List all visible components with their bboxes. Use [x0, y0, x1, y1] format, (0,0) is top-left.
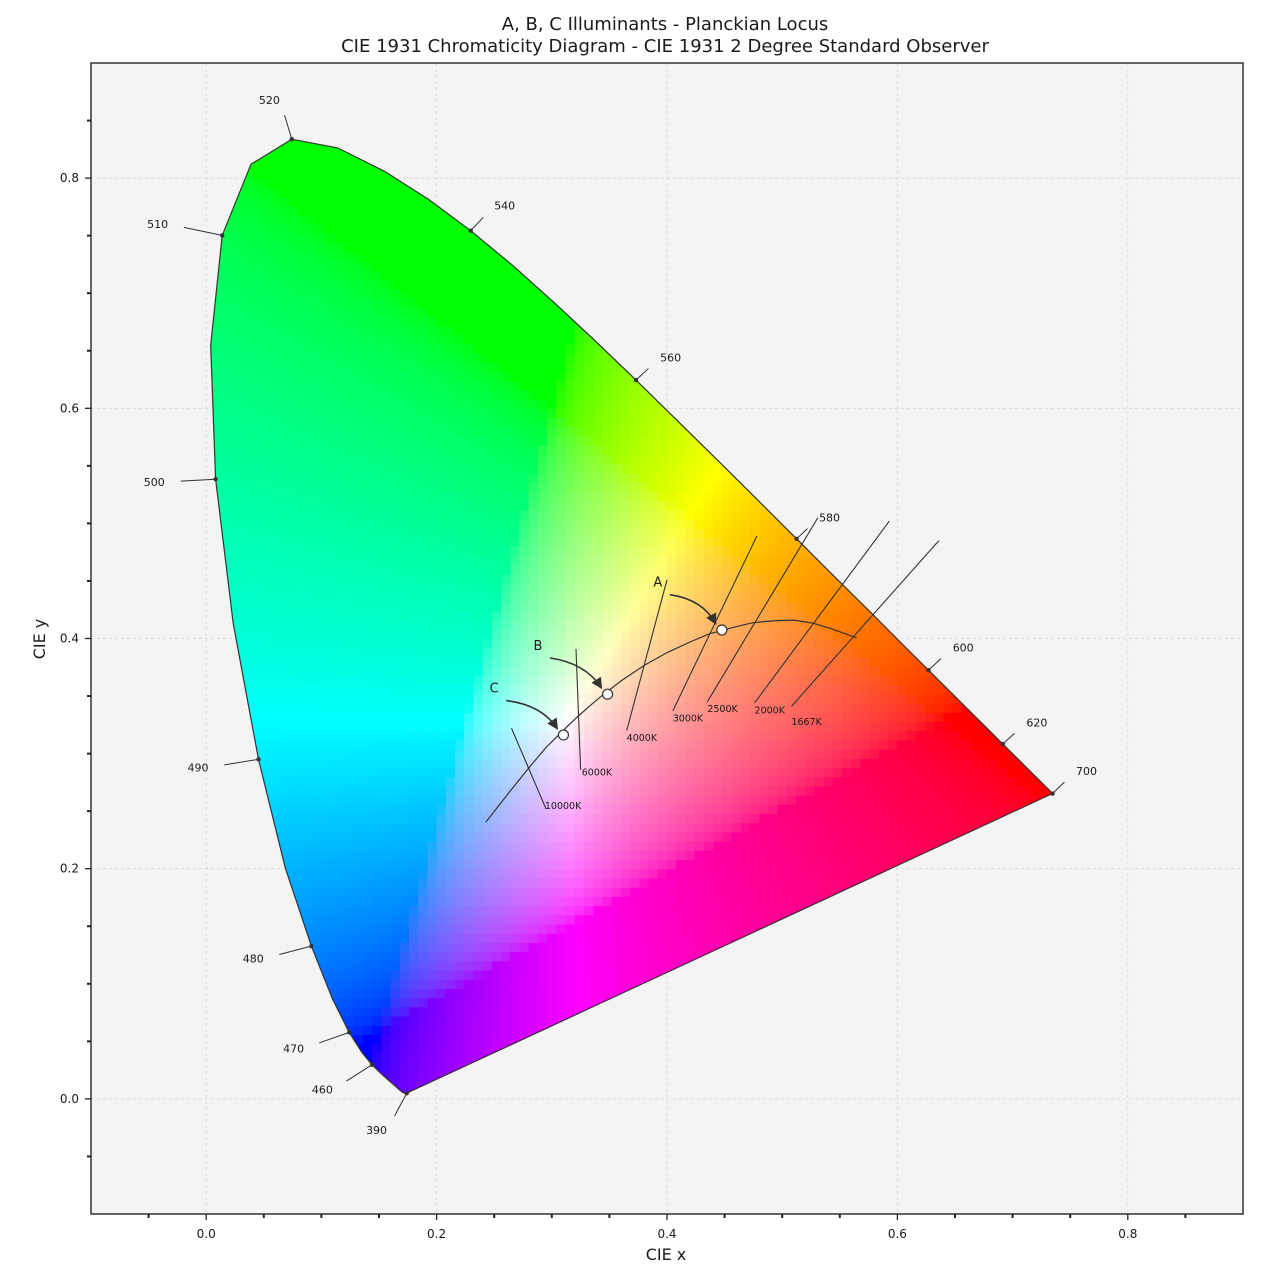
- wavelength-leader: [470, 217, 484, 232]
- wavelength-label: 460: [312, 1084, 333, 1097]
- y-tick-label: 0.2: [60, 862, 79, 876]
- wavelength-label: 560: [660, 352, 681, 365]
- wavelength-leader: [346, 1064, 373, 1082]
- illuminant-label: C: [490, 682, 499, 697]
- chart-subtitle: CIE 1931 Chromaticity Diagram - CIE 1931…: [341, 36, 989, 57]
- wavelength-point: [213, 477, 218, 482]
- iso-temperature-label: 2000K: [755, 705, 786, 716]
- x-tick-label: 0.0: [197, 1227, 216, 1241]
- iso-temperature-label: 6000K: [582, 767, 613, 778]
- wavelength-leader: [319, 1031, 350, 1044]
- chart-title: A, B, C Illuminants - Planckian Locus: [502, 14, 829, 35]
- y-tick-label: 0.4: [60, 632, 79, 646]
- wavelength-leader: [224, 758, 259, 766]
- wavelength-point: [1050, 791, 1055, 796]
- wavelength-label: 580: [819, 512, 840, 525]
- wavelength-point: [404, 1090, 409, 1096]
- wavelength-leader: [1052, 781, 1065, 794]
- wavelength-label: 470: [283, 1042, 304, 1055]
- wavelength-label: 620: [1026, 717, 1047, 730]
- illuminant-markers: A B C: [490, 576, 728, 741]
- wavelength-leader: [183, 226, 223, 236]
- wavelength-label: 600: [953, 642, 974, 655]
- planckian-locus: [485, 619, 857, 823]
- iso-temperature-line: [754, 520, 890, 704]
- x-tick-label: 0.2: [427, 1227, 446, 1241]
- y-tick-label: 0.6: [60, 401, 79, 415]
- wavelength-label: 480: [243, 952, 264, 965]
- y-tick-label: 0.8: [60, 171, 79, 185]
- wavelength-point: [1000, 741, 1006, 747]
- iso-temperature-line: [706, 517, 819, 703]
- wavelength-point: [220, 233, 225, 238]
- illuminant-point: [716, 624, 728, 636]
- iso-temperature-label: 10000K: [545, 801, 582, 812]
- illuminant-label: A: [653, 576, 662, 591]
- wavelength-leader: [796, 528, 808, 540]
- wavelength-point: [309, 943, 314, 949]
- wavelength-label: 510: [147, 218, 168, 231]
- x-tick-label: 0.8: [1118, 1227, 1137, 1241]
- wavelength-label: 490: [188, 761, 209, 774]
- wavelength-point: [346, 1030, 352, 1035]
- iso-temperature-line: [626, 579, 668, 731]
- iso-temperature-line: [575, 648, 582, 770]
- illuminant-arrow: [669, 593, 717, 625]
- wavelength-label: 500: [144, 476, 165, 489]
- wavelength-point: [289, 136, 294, 142]
- illuminant-arrow: [506, 699, 559, 730]
- wavelength-point: [468, 228, 473, 233]
- wavelength-leader: [284, 115, 293, 140]
- wavelength-markers: 390 460 470 480 490 500 510 520 540 560 580 600 620 7…: [144, 94, 1097, 1137]
- wavelength-leader: [279, 945, 312, 955]
- x-axis-label: CIE x: [646, 1245, 687, 1264]
- wavelength-point: [926, 667, 931, 673]
- x-tick-label: 0.4: [657, 1227, 676, 1241]
- y-axis-label: CIE y: [30, 619, 49, 660]
- wavelength-leader: [394, 1092, 408, 1117]
- axis-ticks: 0.0 0.2 0.4 0.6 0.8 0.0 0.2 0.4 0.6 0.8: [60, 119, 1187, 1241]
- wavelength-leader: [1002, 732, 1015, 745]
- spectral-locus: [210, 138, 1054, 1095]
- iso-temperature-label: 2500K: [707, 704, 738, 715]
- wavelength-label: 540: [494, 200, 515, 213]
- illuminant-arrow: [549, 657, 603, 690]
- illuminant-label: B: [534, 639, 543, 654]
- illuminant-point: [557, 729, 570, 741]
- wavelength-leader: [635, 368, 649, 381]
- y-tick-label: 0.0: [60, 1092, 79, 1106]
- wavelength-point: [256, 757, 261, 762]
- wavelength-leader: [928, 658, 942, 671]
- wavelength-leader: [180, 478, 216, 482]
- wavelength-point: [633, 377, 639, 383]
- wavelength-label: 390: [366, 1124, 387, 1137]
- wavelength-point: [794, 536, 799, 542]
- iso-temperature-label: 1667K: [791, 717, 822, 728]
- wavelength-label: 700: [1076, 765, 1097, 778]
- wavelength-point: [369, 1062, 375, 1067]
- iso-temperature-label: 4000K: [627, 733, 658, 744]
- iso-temperature-line: [791, 540, 940, 707]
- illuminant-point: [601, 688, 614, 700]
- x-tick-label: 0.6: [888, 1227, 907, 1241]
- iso-temperature-label: 3000K: [673, 713, 704, 724]
- iso-temperature-line: [510, 728, 547, 810]
- wavelength-label: 520: [259, 94, 280, 107]
- spectral-locus-layer: [210, 138, 1054, 1095]
